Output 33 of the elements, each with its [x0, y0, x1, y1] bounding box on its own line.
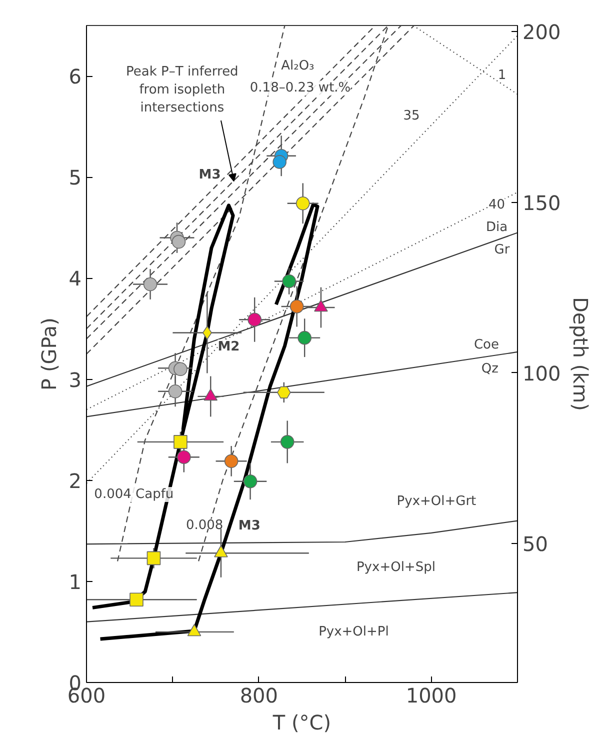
annotation: 0.18–0.23 wt.% — [250, 80, 351, 96]
y-tick-label: 1 — [68, 570, 82, 594]
x-axis-title: T (°C) — [272, 710, 332, 734]
y-tick-label: 4 — [68, 266, 82, 291]
annotation: Gr — [494, 242, 510, 258]
annotation: Dia — [486, 220, 508, 236]
annotation: Pyx+Ol+Pl — [318, 624, 389, 640]
x-tick-label: 1000 — [406, 684, 457, 708]
y2-tick-label: 50 — [522, 532, 548, 556]
annotation: 0.008 — [186, 518, 224, 533]
annotation: 35 — [403, 108, 420, 124]
y-axis-title: P (GPa) — [36, 318, 61, 390]
annotation: Peak P–T inferred from isopleth intersections — [126, 64, 238, 116]
y2-axis-title: Depth (km) — [568, 297, 593, 411]
annotation: M2 — [218, 339, 240, 354]
y-tick-label: 3 — [68, 368, 82, 392]
annotation: M3 — [198, 168, 221, 183]
y-tick-label: 6 — [68, 64, 82, 89]
annotation: 40 — [488, 197, 506, 212]
y-tick-label: 2 — [68, 468, 82, 493]
y-tick-label: 5 — [68, 166, 82, 190]
annotation: Qz — [481, 362, 499, 377]
annotation: Pyx+Ol+Spl — [356, 560, 436, 575]
x-tick-label: 800 — [240, 684, 278, 708]
annotation: 0.004 Capfu — [94, 486, 174, 502]
annotation: M3 — [238, 518, 260, 534]
annotation: 1 — [498, 68, 506, 84]
y2-tick-label: 100 — [522, 361, 561, 386]
annotation: Al₂O₃ — [281, 58, 314, 74]
y2-tick-label: 150 — [522, 190, 561, 215]
y2-tick-label: 200 — [522, 20, 561, 44]
annotation: Pyx+Ol+Grt — [396, 494, 476, 510]
annotation: Coe — [474, 337, 499, 352]
